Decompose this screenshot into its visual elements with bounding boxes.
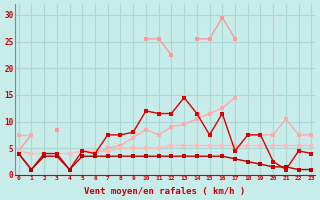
X-axis label: Vent moyen/en rafales ( km/h ): Vent moyen/en rafales ( km/h ) [84,187,246,196]
